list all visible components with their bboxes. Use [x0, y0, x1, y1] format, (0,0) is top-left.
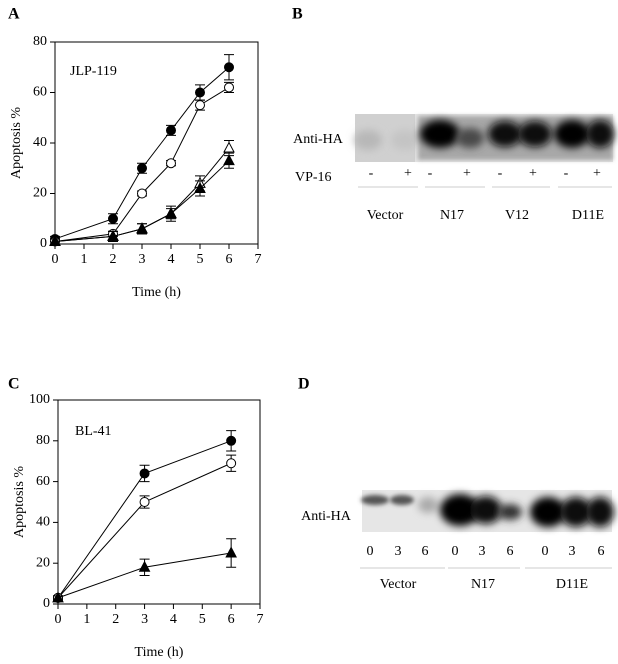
marker	[194, 181, 206, 193]
y-axis-label: Apoptosis %	[12, 466, 27, 538]
y-axis-label: Apoptosis %	[9, 107, 24, 179]
plot-frame	[57, 399, 261, 605]
x-axis-label: Time (h)	[135, 645, 184, 660]
y-tick-label: 20	[36, 555, 50, 570]
lane-label: +	[593, 166, 601, 181]
marker	[224, 82, 234, 93]
lane-label: 0	[452, 544, 459, 559]
x-tick-label: 2	[112, 612, 119, 627]
series-line	[54, 87, 230, 242]
group-label: V12	[505, 208, 529, 223]
lane-label: 6	[598, 544, 605, 559]
x-tick-label: 5	[199, 612, 206, 627]
marker	[223, 154, 235, 166]
x-tick-label: 1	[83, 612, 90, 627]
marker	[139, 497, 150, 507]
blot-image	[354, 114, 614, 162]
x-tick-label: 3	[139, 252, 146, 267]
lane-label: -	[428, 166, 433, 181]
marker	[223, 141, 235, 153]
series-line	[54, 66, 230, 240]
group-label: D11E	[556, 577, 588, 592]
marker	[137, 163, 147, 174]
x-tick-label: 0	[55, 612, 62, 627]
x-tick-label: 6	[228, 612, 235, 627]
y-tick-label: 40	[36, 515, 50, 530]
blot-image	[361, 490, 614, 532]
group-label: N17	[440, 208, 464, 223]
panel-label: D	[298, 376, 310, 393]
panel-label: B	[292, 6, 303, 23]
y-tick-label: 60	[33, 85, 47, 100]
x-tick-label: 6	[226, 252, 233, 267]
marker	[166, 158, 176, 169]
y-tick-label: 80	[36, 433, 50, 448]
y-tick-label: 20	[33, 186, 47, 201]
marker	[107, 229, 119, 241]
marker	[224, 62, 234, 73]
panel-label: C	[8, 376, 20, 393]
lane-label: -	[564, 166, 569, 181]
group-label: N17	[471, 577, 495, 592]
series-line	[57, 462, 232, 599]
y-tick-label: 40	[33, 135, 47, 150]
marker	[226, 435, 237, 446]
x-tick-label: 4	[170, 612, 177, 627]
x-tick-label: 7	[255, 252, 262, 267]
marker	[138, 560, 151, 572]
marker	[52, 591, 64, 603]
lane-label: +	[404, 166, 412, 181]
treatment-label: VP-16	[295, 170, 332, 185]
lane-label: 6	[507, 544, 514, 559]
marker	[49, 234, 61, 246]
y-tick-label: 60	[36, 474, 50, 489]
group-label: Vector	[367, 208, 404, 223]
marker	[195, 100, 205, 111]
marker	[136, 222, 148, 234]
annotation: BL-41	[75, 424, 112, 439]
x-tick-label: 1	[81, 252, 88, 267]
x-tick-label: 4	[168, 252, 175, 267]
lane-label: 3	[395, 544, 402, 559]
lane-label: 0	[367, 544, 374, 559]
x-tick-label: 3	[141, 612, 148, 627]
panel-label: A	[8, 6, 20, 23]
x-tick-label: 0	[52, 252, 59, 267]
x-tick-label: 2	[110, 252, 117, 267]
lane-label: 3	[479, 544, 486, 559]
marker	[195, 87, 205, 98]
series-line	[54, 160, 230, 242]
marker	[139, 468, 150, 479]
x-tick-label: 5	[197, 252, 204, 267]
lane-label: -	[369, 166, 374, 181]
group-label: D11E	[572, 208, 604, 223]
marker	[225, 546, 237, 558]
antibody-label: Anti-HA	[301, 509, 352, 524]
lane-label: 0	[542, 544, 549, 559]
annotation: JLP-119	[70, 64, 117, 79]
marker	[108, 213, 118, 224]
lane-label: +	[529, 166, 537, 181]
marker	[226, 458, 237, 469]
y-tick-label: 0	[40, 236, 47, 251]
marker	[137, 188, 147, 199]
antibody-label: Anti-HA	[293, 132, 344, 147]
lane-label: 6	[422, 544, 429, 559]
group-label: Vector	[380, 577, 417, 592]
marker	[166, 125, 176, 136]
x-tick-label: 7	[257, 612, 264, 627]
lane-label: 3	[569, 544, 576, 559]
y-tick-label: 100	[29, 392, 50, 407]
lane-label: +	[463, 166, 471, 181]
lane-label: -	[498, 166, 503, 181]
y-tick-label: 0	[43, 596, 50, 611]
x-axis-label: Time (h)	[132, 285, 181, 300]
marker	[165, 207, 177, 219]
y-tick-label: 80	[33, 34, 47, 49]
